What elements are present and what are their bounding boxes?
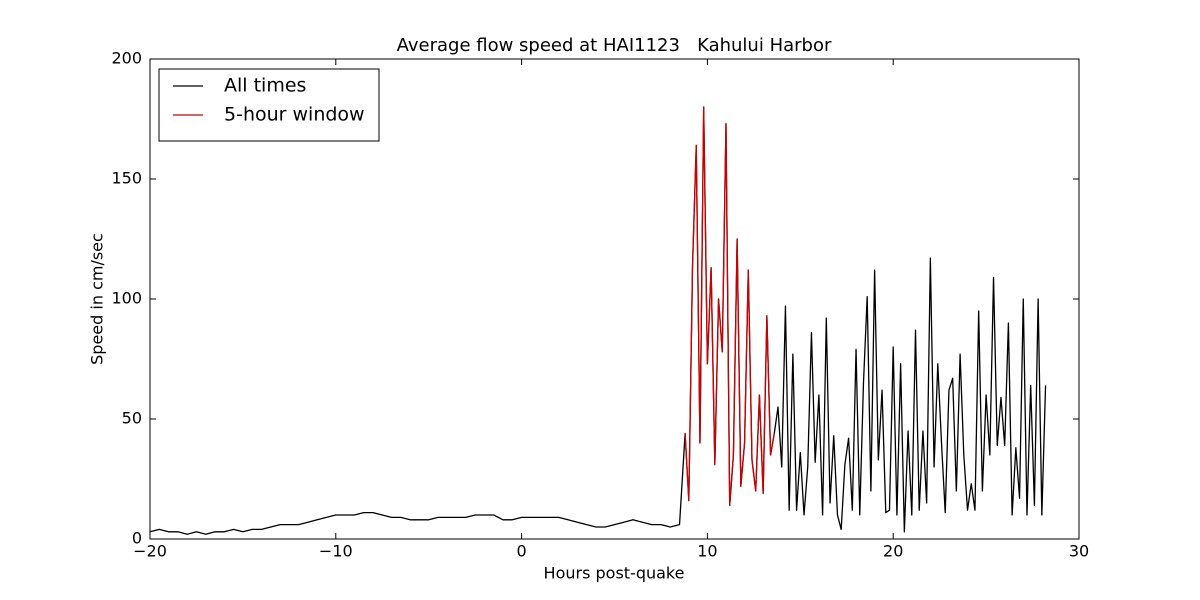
y-tick-label: 100 bbox=[111, 289, 142, 308]
chart-title: Average flow speed at HAI1123 Kahului Ha… bbox=[397, 35, 832, 56]
y-tick-label: 150 bbox=[111, 169, 142, 188]
x-tick-label: 30 bbox=[1069, 542, 1089, 561]
legend-label: All times bbox=[224, 75, 306, 97]
legend-box bbox=[158, 68, 380, 142]
y-tick-label: 0 bbox=[132, 529, 142, 548]
legend: All times 5-hour window bbox=[158, 68, 380, 142]
x-tick-label: 0 bbox=[517, 542, 527, 561]
x-tick-label: 10 bbox=[697, 542, 717, 561]
plot-area bbox=[149, 106, 1047, 535]
legend-label: 5-hour window bbox=[224, 104, 365, 126]
y-axis-label: Speed in cm/sec bbox=[88, 233, 107, 365]
y-tick-label: 200 bbox=[111, 49, 142, 68]
x-tick-label: 20 bbox=[883, 542, 903, 561]
x-axis-label: Hours post-quake bbox=[544, 564, 685, 583]
x-tick-label: −20 bbox=[133, 542, 167, 561]
data-line bbox=[684, 106, 775, 507]
x-tick-label: −10 bbox=[319, 542, 353, 561]
y-tick-label: 50 bbox=[122, 409, 142, 428]
